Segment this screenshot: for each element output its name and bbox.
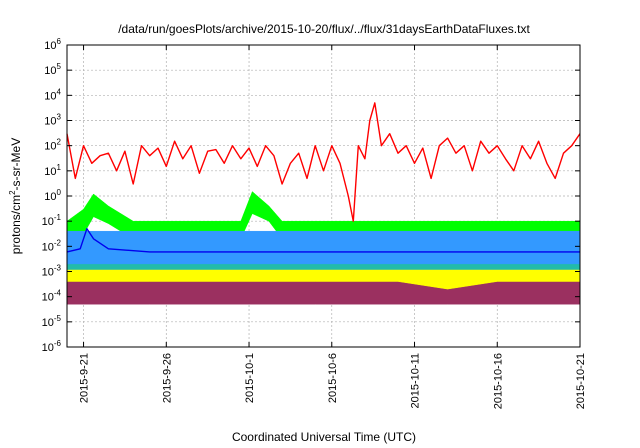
y-tick-label-exponent: -3: [54, 264, 62, 273]
y-tick-label-base: 10: [44, 90, 56, 102]
y-axis-label-sup: 2: [8, 190, 17, 195]
x-tick-label: 2015-10-16: [492, 353, 504, 409]
y-tick-label: 10-3: [42, 264, 62, 279]
y-tick-label-base: 10: [44, 65, 56, 77]
y-tick-label-exponent: -6: [54, 339, 62, 348]
y-tick-label-base: 10: [42, 292, 54, 304]
y-axis-label: protons/cm2-s-sr-MeV: [8, 138, 23, 254]
y-tick-label-exponent: 0: [57, 188, 62, 197]
y-tick-label: 10-6: [42, 339, 62, 354]
y-tick-label-base: 10: [42, 317, 54, 329]
y-tick-label: 105: [44, 62, 61, 77]
y-tick-label: 10-2: [42, 238, 62, 253]
x-tick-label: 2015-10-6: [327, 353, 339, 403]
x-tick-label: 2015-9-26: [161, 353, 173, 403]
x-tick-label: 2015-10-11: [410, 353, 422, 408]
series-6-line: [66, 102, 581, 222]
y-tick-label-exponent: 5: [57, 62, 62, 71]
y-tick-label-exponent: -2: [54, 238, 62, 247]
y-tick-label-base: 10: [42, 216, 54, 228]
y-tick-label-base: 10: [44, 40, 56, 52]
y-tick-label-exponent: -5: [54, 314, 62, 323]
y-tick-label: 100: [44, 188, 61, 203]
y-tick-label-base: 10: [44, 116, 56, 128]
series-5-line: [66, 227, 580, 253]
y-tick-label: 102: [44, 138, 61, 153]
y-axis-label-tail: -s-sr-MeV: [9, 138, 23, 191]
y-tick-label: 10-4: [42, 289, 62, 304]
series-4-band: [66, 230, 581, 265]
y-tick-label-exponent: 6: [57, 37, 62, 46]
y-tick-label-exponent: 2: [57, 138, 62, 147]
x-tick-label: 2015-10-21: [575, 353, 587, 409]
y-tick-label: 104: [44, 87, 61, 102]
y-tick-label: 106: [44, 37, 61, 52]
series-0-band: [66, 278, 581, 305]
y-tick-label: 103: [44, 113, 61, 128]
y-tick-label-exponent: -1: [54, 213, 62, 222]
y-axis: 10-610-510-410-310-210-11001011021031041…: [42, 37, 580, 354]
chart-title: /data/run/goesPlots/archive/2015-10-20/f…: [118, 22, 530, 36]
x-tick-label: 2015-9-21: [79, 353, 91, 403]
x-axis: 2015-9-21 2015-9-26 2015-10-1 2015-10-6 2015…: [79, 45, 587, 409]
x-tick-label: 2015-10-1: [244, 353, 256, 403]
y-tick-label-base: 10: [44, 141, 56, 153]
y-tick-label-base: 10: [42, 267, 54, 279]
y-tick-label: 101: [44, 163, 61, 178]
y-tick-label-exponent: 4: [57, 87, 62, 96]
y-tick-label-base: 10: [42, 241, 54, 253]
y-tick-label: 10-1: [42, 213, 62, 228]
y-tick-label-exponent: 1: [57, 163, 62, 172]
y-tick-label-base: 10: [44, 191, 56, 203]
x-axis-label: Coordinated Universal Time (UTC): [232, 430, 416, 444]
y-tick-label-exponent: -4: [54, 289, 62, 298]
y-tick-label-base: 10: [42, 342, 54, 354]
y-axis-label-base: protons/cm: [9, 195, 23, 254]
plot-area: [66, 102, 581, 305]
y-tick-label-base: 10: [44, 166, 56, 178]
y-tick-label: 10-5: [42, 314, 62, 329]
y-tick-label-exponent: 3: [57, 113, 62, 122]
